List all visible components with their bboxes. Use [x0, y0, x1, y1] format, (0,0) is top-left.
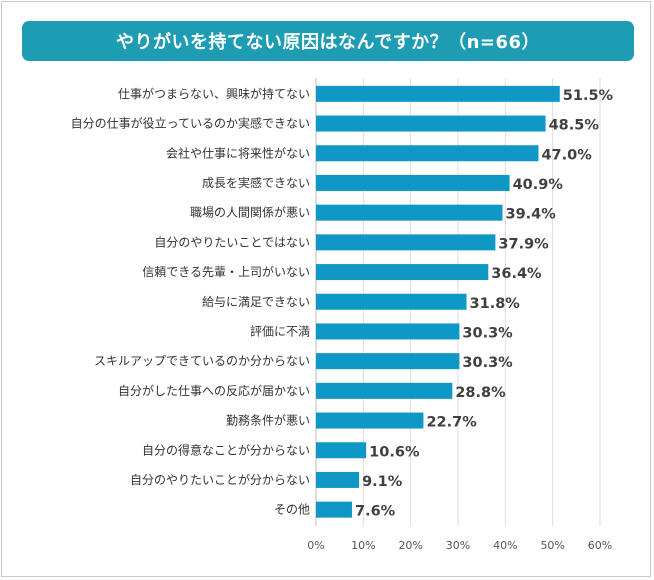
category-label: 仕事がつまらない、興味が持てない — [118, 86, 310, 101]
category-label: 勤務条件が悪い — [226, 413, 310, 428]
value-label: 51.5% — [563, 88, 614, 104]
x-tick-label: 10% — [351, 539, 375, 552]
value-label: 7.6% — [355, 504, 396, 520]
category-label: 会社や仕事に将来性がない — [166, 145, 310, 160]
category-label: 自分のやりたいことではない — [154, 235, 310, 249]
bar — [316, 293, 467, 310]
bar — [316, 353, 460, 370]
category-label: 成長を実感できない — [202, 175, 310, 190]
category-label: 職場の人間関係が悪い — [190, 205, 310, 220]
x-axis-ticks: 0% 10% 20% 30% 40% 50% 60% — [307, 539, 612, 552]
bar — [316, 234, 496, 251]
bar — [316, 412, 424, 429]
value-label: 40.9% — [513, 177, 564, 193]
x-tick-label: 60% — [588, 539, 612, 552]
bar — [316, 174, 510, 191]
category-label: スキルアップできているのか分からない — [94, 354, 310, 368]
value-label: 9.1% — [362, 474, 403, 490]
bar — [316, 471, 360, 488]
category-label: 自分のやりたいことが分からない — [130, 472, 310, 487]
value-label: 36.4% — [491, 266, 542, 282]
category-label: 給与に満足できない — [202, 295, 310, 309]
x-tick-label: 0% — [307, 539, 324, 552]
value-label: 47.0% — [541, 147, 592, 163]
value-label: 22.7% — [426, 415, 477, 431]
bar — [316, 145, 539, 162]
bar — [316, 204, 503, 221]
bar — [316, 323, 460, 340]
category-label: 自分の仕事が役立っているのか実感できない — [71, 116, 310, 131]
value-label: 10.6% — [369, 444, 420, 460]
x-tick-label: 40% — [493, 539, 517, 552]
value-label: 30.3% — [462, 325, 513, 341]
bar — [316, 442, 367, 459]
category-label: 自分がした仕事への反応が届かない — [118, 383, 310, 398]
value-labels: 51.5% 48.5% 47.0% 40.9% 39.4% 37.9% 36.4% 31.8%… — [355, 88, 614, 520]
value-label: 30.3% — [462, 355, 513, 371]
value-label: 39.4% — [505, 207, 556, 223]
x-tick-label: 20% — [398, 539, 422, 552]
category-label: 評価に不満 — [250, 323, 310, 338]
value-label: 48.5% — [549, 118, 600, 134]
bars — [316, 85, 560, 518]
x-tick-label: 50% — [540, 539, 564, 552]
value-label: 28.8% — [455, 385, 506, 401]
value-label: 31.8% — [470, 296, 521, 312]
bar — [316, 115, 546, 132]
category-label: その他 — [274, 503, 310, 517]
bar — [316, 85, 560, 102]
category-label: 信頼できる先輩・上司がいない — [142, 264, 310, 279]
category-labels: 仕事がつまらない、興味が持てない自分の仕事が役立っているのか実感できない会社や仕… — [71, 86, 310, 517]
bar — [316, 382, 453, 399]
bar — [316, 264, 489, 281]
chart-title: やりがいを持てない原因はなんですか？（n=66） — [22, 21, 634, 61]
bar — [316, 501, 352, 518]
category-label: 自分の得意なことが分からない — [142, 442, 310, 457]
value-label: 37.9% — [498, 236, 549, 252]
x-tick-label: 30% — [446, 539, 470, 552]
